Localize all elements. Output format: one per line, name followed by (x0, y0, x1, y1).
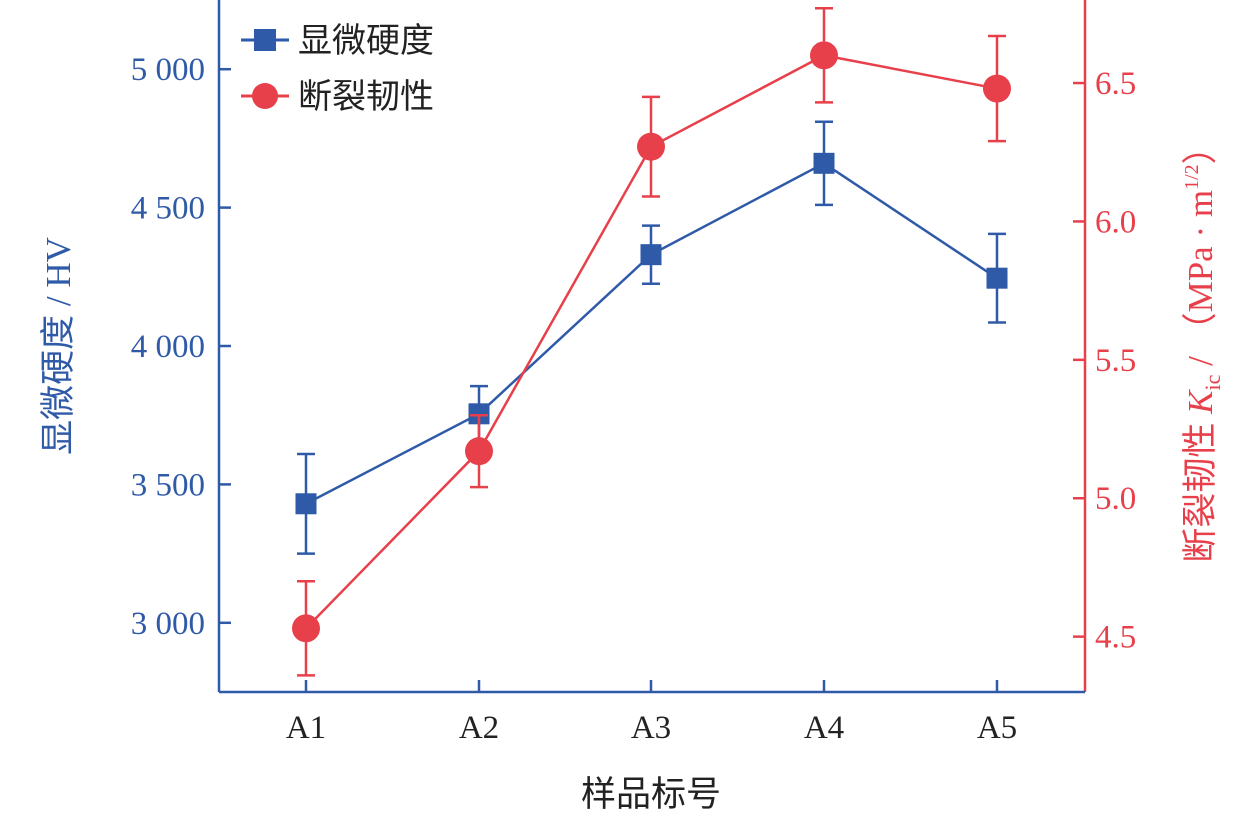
right-axis-label-suffix: / （MPa · m (1181, 190, 1220, 375)
data-point-square (468, 403, 490, 425)
x-tick-label: A1 (286, 710, 326, 746)
right-axis-label-superscript: 1/2 (1181, 164, 1203, 190)
series-line-1 (305, 161, 998, 505)
x-tick-label: A3 (631, 710, 671, 746)
data-point-square (640, 244, 662, 266)
left-tick-label: 3 000 (131, 606, 205, 642)
right-axis-label-subscript: ic (1200, 374, 1225, 390)
right-axis-label-close: ） (1181, 129, 1220, 164)
data-point-circle (810, 41, 838, 70)
right-tick-label: 6.5 (1095, 66, 1136, 102)
data-point-circle (637, 132, 665, 161)
data-point-square (986, 267, 1008, 289)
right-axis-label-symbol: K (1181, 389, 1220, 415)
axes: 3 000 3 500 4 000 4 500 5 000 4.5 5.0 5.5 6.0 6.5… (131, 0, 1136, 746)
series-layer (292, 7, 1011, 677)
legend-label: 断裂韧性 (298, 78, 434, 116)
x-axis-label: 样品标号 (581, 775, 721, 814)
left-axis-label: 显微硬度 / HV (39, 237, 78, 455)
data-point-square (295, 493, 317, 515)
data-point-square (813, 152, 835, 174)
legend-marker-square (254, 29, 276, 51)
right-tick-label: 5.5 (1095, 343, 1136, 379)
left-tick-label: 4 500 (131, 191, 205, 227)
data-point-circle (465, 437, 493, 466)
right-tick-label: 6.0 (1095, 204, 1136, 240)
axis-labels: 样品标号 显微硬度 / HV 断裂韧性 Kic / （MPa · m1/2） (39, 129, 1225, 814)
left-tick-label: 5 000 (131, 52, 205, 88)
data-point-circle (983, 74, 1011, 103)
left-tick-label: 4 000 (131, 329, 205, 365)
x-tick-label: A2 (459, 710, 499, 746)
data-point-circle (292, 614, 320, 643)
x-tick-label: A4 (804, 710, 844, 746)
right-tick-label: 5.0 (1095, 481, 1136, 517)
x-tick-label: A5 (977, 710, 1017, 746)
legend-label: 显微硬度 (298, 22, 434, 60)
right-tick-label: 4.5 (1095, 620, 1136, 656)
right-axis-label: 断裂韧性 Kic / （MPa · m1/2） (1181, 129, 1225, 562)
left-tick-label: 3 500 (131, 467, 205, 503)
right-axis-label-prefix: 断裂韧性 (1181, 414, 1220, 563)
legend-marker-circle (252, 83, 278, 109)
